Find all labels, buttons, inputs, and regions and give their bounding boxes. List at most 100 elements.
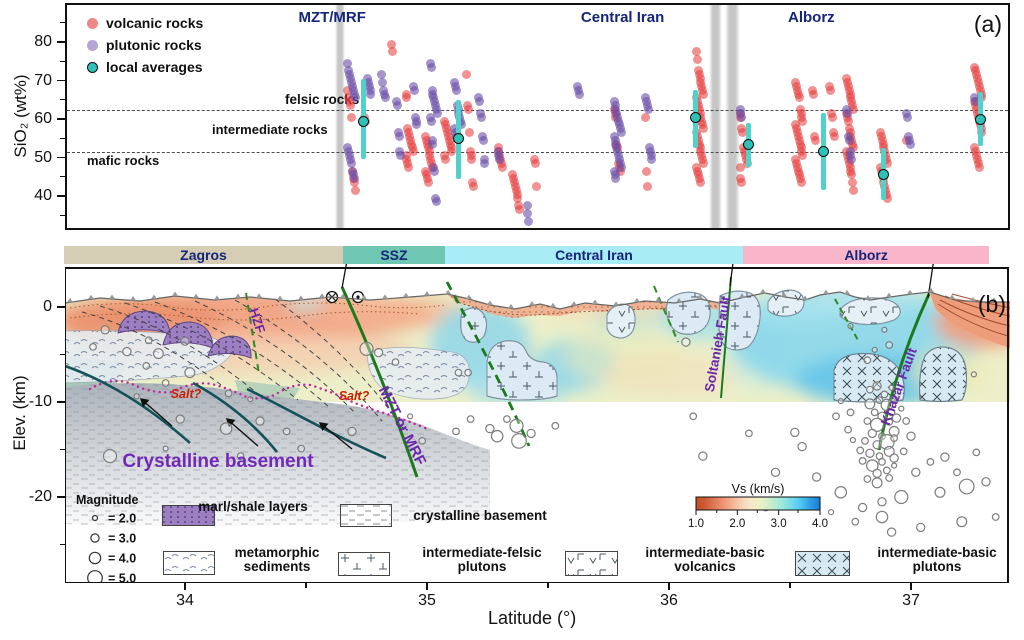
earthquake-circle (219, 422, 233, 435)
volcanic-rock-point (642, 166, 652, 176)
magnitude-title: Magnitude (76, 493, 139, 507)
volcanic-rock-point (692, 54, 702, 64)
surface-triangle (508, 303, 514, 309)
legend-row: local averages (87, 59, 203, 75)
local-average-point (817, 146, 829, 158)
y-tick-label: 40 (34, 187, 52, 204)
swatch-pattern (163, 551, 215, 575)
y-minor-tick (60, 60, 65, 62)
magnitude-legend-circle (88, 551, 102, 565)
earthquake-circle (142, 362, 151, 370)
earthquake-circle (551, 421, 560, 430)
legend-label: local averages (106, 59, 203, 75)
volcanic-rock-point (447, 147, 457, 157)
plutonic-rock-point (457, 120, 467, 130)
plutonic-rock-point (377, 70, 387, 80)
earthquake-circle (161, 379, 170, 387)
felsic-boundary-line (67, 109, 1008, 111)
surface-triangle (361, 295, 367, 300)
felsic_plutons-legend-label: intermediate-felsic plutons (422, 545, 542, 575)
earthquake-circle (888, 425, 900, 437)
mafic-boundary-line (67, 151, 1008, 153)
earthquake-circle (867, 428, 878, 439)
earthquake-circle (858, 457, 867, 465)
plutonic-rock-point (347, 158, 357, 168)
volcanic-rock-point (343, 85, 353, 95)
plutonic-rock-point (495, 155, 505, 164)
marl-shale-bodies (117, 310, 252, 359)
earthquake-circle (681, 337, 691, 347)
lat-tick-label: 36 (660, 592, 678, 609)
earthquake-circle (509, 418, 524, 433)
magnitude-legend-label: = 3.0 (108, 532, 136, 546)
surface-triangle (109, 294, 115, 299)
earthquake-circle (880, 398, 894, 412)
volcanic-rock-point (695, 178, 705, 188)
earthquake-circle (790, 427, 800, 438)
earthquake-circle (881, 326, 888, 333)
elev-tick (57, 401, 65, 403)
plutonic-rock-point (737, 112, 747, 122)
region-strip-segment: Central Iran (444, 246, 744, 264)
earthquake-circle (866, 385, 874, 394)
surface-triangle (340, 293, 346, 298)
earthquake-circle (844, 425, 852, 434)
elev-tick-label: 0 (43, 298, 52, 315)
plutonic-rock-point (971, 97, 981, 107)
elev-tick (57, 496, 65, 498)
earthquake-circle (849, 436, 857, 444)
earthquake-circle (878, 458, 886, 466)
earthquake-circle (871, 346, 878, 353)
surface-triangle (235, 293, 241, 299)
earthquake-circle (832, 412, 840, 421)
earthquake-circle (511, 433, 527, 449)
surface-triangle (571, 301, 577, 306)
surface-triangle (823, 289, 829, 295)
y-minor-tick (60, 137, 65, 139)
earthquake-circle (247, 396, 254, 403)
plutonic-rock-point (409, 85, 419, 95)
lat-tick (668, 583, 670, 590)
salt-label-1: Salt? (171, 387, 202, 401)
y-tick (57, 195, 65, 197)
earthquake-circle (890, 462, 898, 469)
volcanic-rock-point (387, 39, 397, 49)
earthquake-circle (407, 413, 414, 420)
earthquake-circle (872, 381, 882, 391)
volcanic-rock-point (829, 131, 839, 141)
earthquake-circle (834, 485, 848, 499)
surface-triangle (760, 288, 766, 294)
surface-station-triangles (67, 287, 997, 309)
volcanic-rock-point (827, 112, 837, 122)
earthquake-circle (898, 405, 905, 412)
earthquake-circle (144, 336, 153, 345)
earthquake-circle (863, 417, 872, 425)
plutonic-rock-point (396, 151, 406, 161)
surface-triangle (298, 295, 304, 300)
y-tick (57, 118, 65, 120)
surface-triangle (172, 291, 178, 296)
volcanic-rocks-icon (87, 17, 98, 29)
plutonic-rock-point (616, 162, 626, 172)
earthquake-circle (883, 445, 895, 457)
plutonic-rock-point (522, 201, 532, 211)
y-minor-tick (60, 99, 65, 101)
surface-triangle (928, 287, 934, 293)
volcanic-rock-point (402, 93, 412, 103)
surface-triangle (88, 294, 94, 300)
y-tick (57, 156, 65, 159)
marl-legend-label: marl/shale layers (198, 499, 308, 514)
volcanic-rock-point (350, 185, 360, 195)
earthquake-circle (953, 468, 961, 477)
volcanic-rock-point (699, 124, 709, 134)
earthquake-circle (916, 522, 926, 533)
magnitude-legend-circle (90, 533, 100, 543)
surface-triangle (214, 295, 220, 300)
plutonic-rock-point (426, 62, 436, 72)
earthquake-circle (837, 398, 844, 405)
surface-triangle (802, 295, 808, 300)
plutonic-rock-point (428, 139, 438, 149)
plutonic-rock-point (524, 216, 534, 226)
basement-legend-label: crystalline basement (413, 508, 547, 523)
hzf-fault (245, 292, 260, 375)
